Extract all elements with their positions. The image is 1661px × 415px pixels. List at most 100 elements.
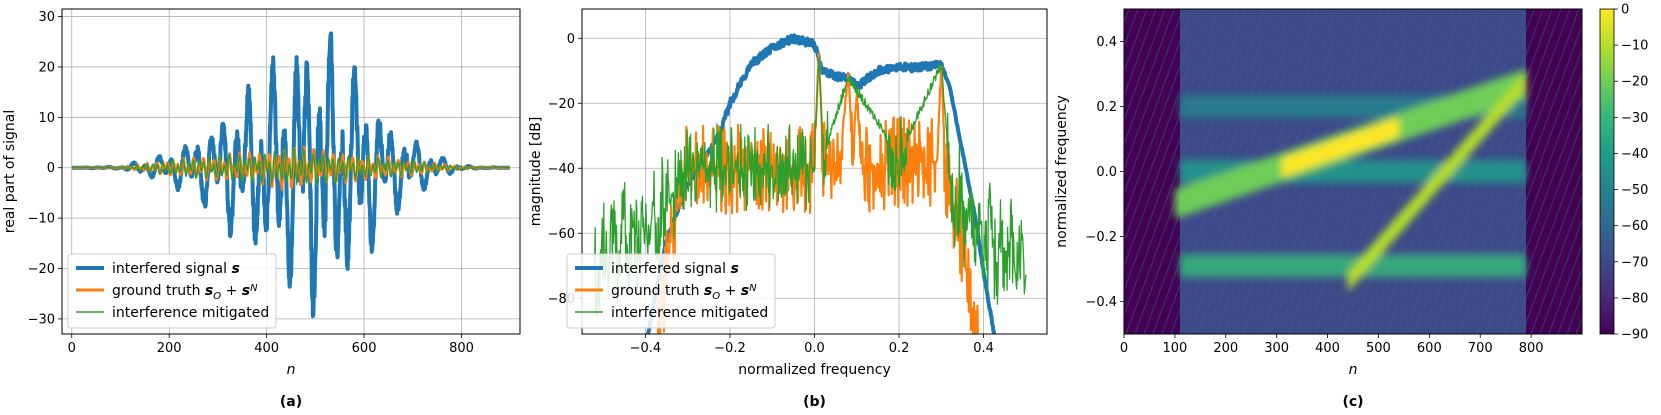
x-axis-label: n (1349, 362, 1358, 378)
y-tick-label: −30 (28, 312, 55, 327)
y-tick-label: −60 (548, 227, 575, 242)
heatmap-streak (1539, 218, 1582, 334)
y-tick-label: 0.4 (1096, 35, 1117, 50)
colorbar-tick-label: −40 (1621, 147, 1648, 162)
x-tick-label: −0.2 (714, 341, 746, 356)
heatmap-streak (1124, 9, 1175, 147)
legend-text: ground truth (611, 283, 704, 299)
heatmap-streak (1503, 120, 1582, 334)
heatmap-streak (1467, 23, 1582, 334)
heatmap-streak (1585, 9, 1661, 334)
heatmap-streak (1124, 9, 1202, 220)
legend-math: s (242, 283, 250, 299)
x-tick-label: 300 (1264, 341, 1289, 356)
heatmap-streak (1124, 9, 1193, 195)
axes-frame-a (61, 8, 521, 335)
heatmap-streak (1530, 194, 1582, 334)
heatmap-streak (1648, 9, 1661, 334)
x-axis-label: normalized frequency (738, 362, 890, 378)
y-tick-label: 20 (38, 60, 55, 75)
axes-frame-b (581, 8, 1048, 335)
heatmap-streak (1124, 9, 1184, 171)
x-tick-label: 600 (1417, 341, 1442, 356)
heatmap-interference-chirp (1347, 70, 1526, 292)
legend-text: interfered signal (112, 261, 231, 277)
x-tick-label: 0.0 (804, 341, 825, 356)
series-mitigated (71, 148, 511, 186)
colorbar-tick-label: −60 (1621, 219, 1648, 234)
y-tick-label: −0.2 (1085, 230, 1117, 245)
legend-math: s (704, 283, 712, 299)
heatmap-streak (1548, 242, 1582, 334)
y-tick-label: 0.2 (1096, 100, 1117, 115)
panel-label-b: (b) (803, 394, 826, 410)
legend-text: interference mitigated (611, 305, 768, 321)
y-tick-label: −0.4 (1085, 295, 1117, 310)
colorbar-tick-label: −20 (1621, 75, 1648, 90)
y-axis-label: real part of signal (2, 110, 18, 234)
heatmap-streak (1657, 9, 1661, 334)
colorbar-tick-label: −90 (1621, 328, 1648, 343)
x-tick-label: 800 (1519, 341, 1544, 356)
heatmap-streak (1124, 9, 1229, 293)
colorbar (1599, 8, 1615, 335)
legend-math: s (730, 261, 738, 277)
heatmap-streak (1575, 315, 1582, 334)
x-tick-label: 0 (1120, 341, 1128, 356)
heatmap-streak (919, 9, 1039, 334)
heatmap-streak (1512, 145, 1582, 334)
legend-label-interfered: interfered signal s (611, 261, 739, 277)
x-tick-label: 0 (68, 341, 76, 356)
colorbar-tick-label: −10 (1621, 39, 1648, 54)
heatmap-streak (982, 9, 1102, 334)
heatmap-streak (973, 9, 1093, 334)
legend-text: interfered signal (611, 261, 730, 277)
legend-math: s (741, 283, 749, 299)
y-tick-label: 0.0 (1096, 165, 1117, 180)
legend-label-interfered: interfered signal s (112, 261, 240, 277)
heatmap-streak (1124, 9, 1211, 244)
colorbar-tick-label: −80 (1621, 291, 1648, 306)
plot-area-b (594, 33, 1027, 334)
legend-subscript: O (712, 291, 720, 302)
x-tick-label: −0.4 (630, 341, 662, 356)
heatmap-main-chirp-peak (1281, 117, 1399, 178)
heatmap-streak (991, 9, 1111, 334)
y-tick-label: 10 (38, 111, 55, 126)
chart-b: −0.4 −0.2 0.0 0.2 0.4−80−60−40−200interfered… (528, 8, 1048, 410)
legend-math: s (205, 283, 213, 299)
x-tick-label: 100 (1162, 341, 1187, 356)
heatmap-streak (1476, 47, 1582, 334)
y-tick-label: −40 (548, 162, 575, 177)
legend-subscript: N (749, 283, 757, 294)
legend-plus: + (221, 283, 242, 299)
legend-label-mitigated: interference mitigated (112, 305, 269, 321)
x-tick-label: 800 (449, 341, 474, 356)
legend-plus: + (720, 283, 741, 299)
heatmap-streak (1630, 9, 1661, 334)
y-axis-label: normalized frequency (1054, 95, 1070, 247)
y-axis-label: magnitude [dB] (528, 117, 544, 227)
legend-subscript: N (250, 283, 258, 294)
x-tick-label: 0.4 (973, 341, 994, 356)
axes-frame-c (1123, 8, 1583, 335)
colorbar-tick-label: −30 (1621, 111, 1648, 126)
x-tick-label: 200 (157, 341, 182, 356)
legend-label-ground_truth: ground truth sO + sN (611, 283, 757, 302)
colorbar-tick-label: −50 (1621, 183, 1648, 198)
y-tick-label: −20 (28, 262, 55, 277)
x-tick-label: 200 (1213, 341, 1238, 356)
x-tick-label: 600 (352, 341, 377, 356)
heatmap-streak (1124, 9, 1238, 317)
heatmap-streak (1621, 9, 1661, 334)
heatmap-streak (946, 9, 1066, 334)
colorbar-tick-label: 0 (1621, 3, 1629, 18)
y-tick-label: 0 (47, 161, 55, 176)
legend-box (67, 253, 277, 329)
legend-box (566, 253, 776, 329)
heatmap-components (1174, 69, 1527, 292)
heatmap-streak (1639, 9, 1661, 334)
